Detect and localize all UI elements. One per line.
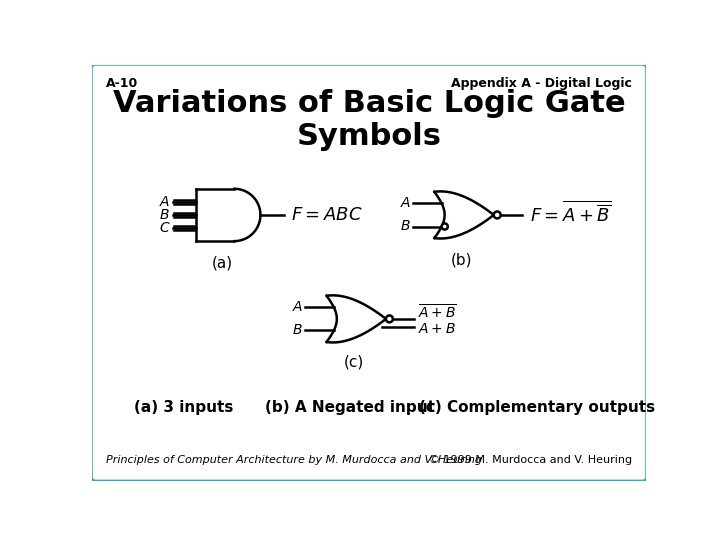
Text: (a) 3 inputs: (a) 3 inputs <box>134 400 233 415</box>
Text: B: B <box>292 323 302 338</box>
Text: (b): (b) <box>451 252 472 267</box>
Text: A: A <box>400 197 410 211</box>
Text: Appendix A - Digital Logic: Appendix A - Digital Logic <box>451 77 632 90</box>
Text: A-10: A-10 <box>106 77 138 90</box>
Text: $F = \overline{A+\overline{B}}$: $F = \overline{A+\overline{B}}$ <box>530 200 611 226</box>
Text: A: A <box>292 300 302 314</box>
FancyBboxPatch shape <box>91 64 647 481</box>
Circle shape <box>494 212 500 218</box>
Text: $A + B$: $A + B$ <box>418 322 456 336</box>
Text: (c): (c) <box>343 355 364 369</box>
Text: Variations of Basic Logic Gate
Symbols: Variations of Basic Logic Gate Symbols <box>113 90 625 151</box>
Text: (c) Complementary outputs: (c) Complementary outputs <box>419 400 655 415</box>
Circle shape <box>386 315 393 322</box>
Text: C: C <box>160 221 170 235</box>
Text: (a): (a) <box>212 255 233 270</box>
Text: © 1999 M. Murdocca and V. Heuring: © 1999 M. Murdocca and V. Heuring <box>429 455 632 465</box>
Text: B: B <box>160 208 170 222</box>
Text: $F = ABC$: $F = ABC$ <box>291 206 363 224</box>
Text: (b) A Negated input: (b) A Negated input <box>265 400 435 415</box>
Text: B: B <box>400 219 410 233</box>
Text: $\overline{A+B}$: $\overline{A+B}$ <box>418 303 457 322</box>
Text: A: A <box>160 195 170 209</box>
Text: Principles of Computer Architecture by M. Murdocca and V. Heuring: Principles of Computer Architecture by M… <box>106 455 482 465</box>
Circle shape <box>441 224 448 230</box>
